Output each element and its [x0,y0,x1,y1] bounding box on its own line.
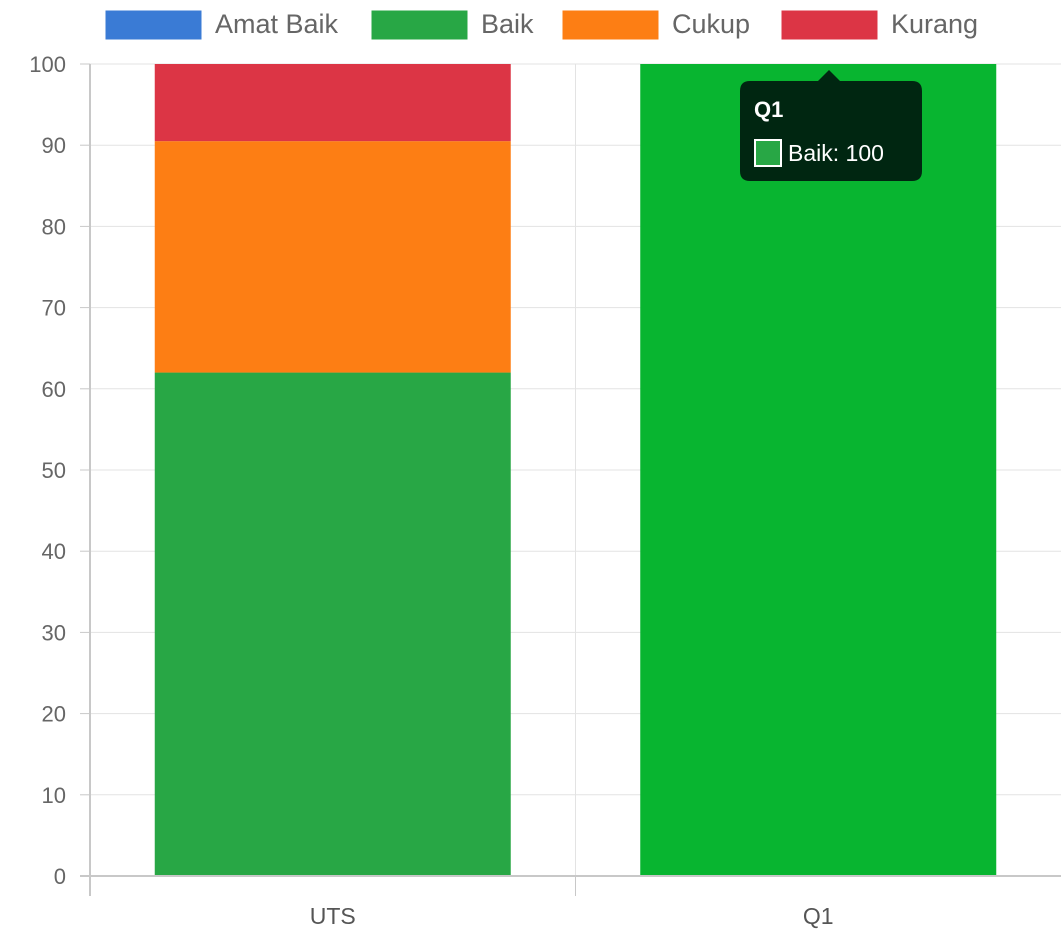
legend-label: Cukup [672,9,750,39]
tooltip-title: Q1 [754,97,783,122]
bar-segment [154,141,511,373]
legend: Amat Baik Baik Cukup Kurang [104,9,978,41]
y-tick-label: 30 [42,620,66,645]
bar-segment [154,372,511,876]
bars [154,64,997,876]
tooltip: Q1 Baik: 100 [740,70,922,181]
y-tick-label: 100 [29,52,66,77]
x-tick-label: Q1 [803,903,834,929]
y-tick-label: 10 [42,783,66,808]
y-tick-label: 50 [42,458,66,483]
y-tick-label: 80 [42,214,66,239]
legend-label: Amat Baik [215,9,339,39]
legend-label: Kurang [891,9,978,39]
legend-swatch [780,9,879,41]
y-tick-label: 90 [42,133,66,158]
legend-swatch [104,9,203,41]
tooltip-swatch [754,139,782,167]
y-tick-label: 70 [42,296,66,321]
y-tick-label: 0 [54,864,66,889]
bar-segment [640,64,997,876]
legend-swatch [370,9,469,41]
bar-segment [154,64,511,142]
axes: 0 10 20 30 40 50 60 70 80 90 100 UTS Q1 [29,52,1061,929]
y-tick-label: 20 [42,702,66,727]
y-tick-label: 40 [42,539,66,564]
y-tick-label: 60 [42,377,66,402]
x-tick-label: UTS [310,903,356,929]
legend-swatch [561,9,660,41]
tooltip-body: Baik: 100 [788,140,884,166]
tooltip-background [740,70,922,181]
legend-label: Baik [481,9,534,39]
